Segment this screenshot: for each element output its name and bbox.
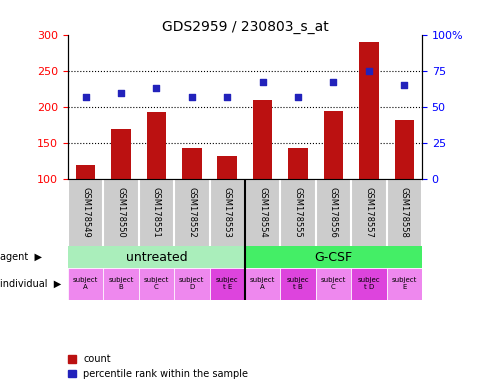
Point — [187, 94, 195, 100]
Text: subjec
t B: subjec t B — [286, 277, 309, 290]
Bar — [68, 246, 244, 268]
Text: GSM178551: GSM178551 — [151, 187, 161, 238]
Bar — [103, 268, 138, 300]
Bar — [138, 268, 174, 300]
Text: GSM178558: GSM178558 — [399, 187, 408, 238]
Point — [258, 79, 266, 86]
Text: subject
C: subject C — [143, 277, 169, 290]
Bar — [217, 156, 237, 179]
Text: agent  ▶: agent ▶ — [0, 252, 42, 262]
Bar — [350, 268, 386, 300]
Bar — [244, 268, 280, 300]
Bar — [244, 246, 421, 268]
Bar — [280, 268, 315, 300]
Text: GSM178556: GSM178556 — [328, 187, 337, 238]
Text: subject
D: subject D — [179, 277, 204, 290]
Bar — [323, 111, 343, 179]
Text: subject
A: subject A — [249, 277, 275, 290]
Text: subject
A: subject A — [73, 277, 98, 290]
Bar — [252, 100, 272, 179]
Legend: count, percentile rank within the sample: count, percentile rank within the sample — [68, 354, 248, 379]
Text: subjec
t E: subjec t E — [215, 277, 238, 290]
Bar — [174, 268, 209, 300]
Text: untreated: untreated — [125, 251, 187, 263]
Text: GSM178552: GSM178552 — [187, 187, 196, 238]
Bar — [146, 112, 166, 179]
Bar — [358, 42, 378, 179]
Point — [152, 85, 160, 91]
Text: GSM178549: GSM178549 — [81, 187, 90, 238]
Text: GSM178550: GSM178550 — [116, 187, 125, 238]
Text: GSM178553: GSM178553 — [222, 187, 231, 238]
Point — [399, 82, 407, 88]
Bar — [287, 148, 307, 179]
Text: subjec
t D: subjec t D — [357, 277, 379, 290]
Point — [81, 94, 89, 100]
Bar — [68, 268, 103, 300]
Point — [329, 79, 336, 86]
Text: G-CSF: G-CSF — [314, 251, 352, 263]
Point — [293, 94, 301, 100]
Text: GSM178555: GSM178555 — [293, 187, 302, 238]
Text: subject
C: subject C — [320, 277, 346, 290]
Bar — [386, 268, 421, 300]
Text: subject
B: subject B — [108, 277, 134, 290]
Point — [223, 94, 230, 100]
Text: GSM178554: GSM178554 — [257, 187, 267, 238]
Text: GSM178557: GSM178557 — [363, 187, 373, 238]
Bar — [315, 268, 350, 300]
Title: GDS2959 / 230803_s_at: GDS2959 / 230803_s_at — [161, 20, 328, 33]
Point — [117, 89, 125, 96]
Point — [364, 68, 372, 74]
Bar — [393, 120, 413, 179]
Bar — [182, 148, 201, 179]
Bar — [76, 165, 95, 179]
Bar — [209, 268, 244, 300]
Text: individual  ▶: individual ▶ — [0, 279, 61, 289]
Bar — [111, 129, 131, 179]
Text: subject
E: subject E — [391, 277, 416, 290]
